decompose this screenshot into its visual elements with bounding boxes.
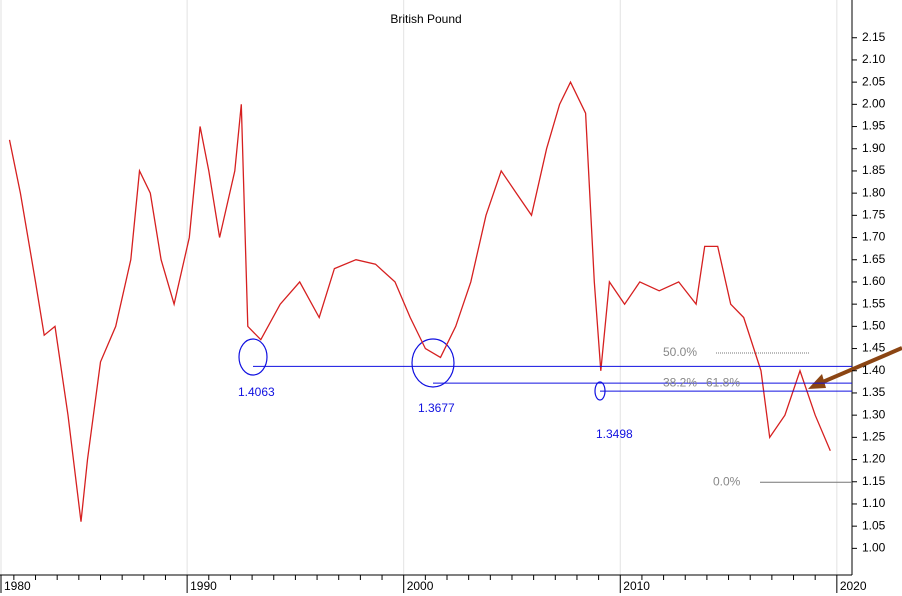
y-tick-label: 1.80 bbox=[862, 185, 886, 199]
y-tick-label: 1.20 bbox=[862, 452, 886, 466]
y-tick-label: 1.35 bbox=[862, 385, 886, 399]
highlight-circle bbox=[411, 338, 455, 388]
x-tick-label: 1980 bbox=[4, 579, 31, 593]
x-tick-label: 1990 bbox=[190, 579, 217, 593]
x-tick-label: 2000 bbox=[407, 579, 434, 593]
x-tick-label: 2020 bbox=[840, 579, 867, 593]
y-tick-label: 1.95 bbox=[862, 119, 886, 133]
chart-title: British Pound bbox=[390, 12, 461, 26]
fib-label: 0.0% bbox=[713, 474, 741, 488]
y-tick-label: 1.05 bbox=[862, 518, 886, 532]
y-tick-label: 1.10 bbox=[862, 496, 886, 510]
y-tick-label: 2.15 bbox=[862, 30, 886, 44]
level-label: 1.4063 bbox=[238, 385, 275, 399]
arrow-head bbox=[808, 374, 826, 389]
fib-label: 50.0% bbox=[663, 345, 697, 359]
fib-label: 61.8% bbox=[706, 375, 740, 389]
y-tick-label: 1.25 bbox=[862, 430, 886, 444]
y-tick-label: 1.50 bbox=[862, 319, 886, 333]
y-tick-label: 1.90 bbox=[862, 141, 886, 155]
fib-label: 38.2% bbox=[663, 375, 697, 389]
price-line bbox=[8, 80, 831, 522]
y-tick-label: 1.40 bbox=[862, 363, 886, 377]
y-tick-label: 1.15 bbox=[862, 474, 886, 488]
level-label: 1.3498 bbox=[596, 427, 633, 441]
arrow-shaft bbox=[817, 346, 902, 386]
plot-area bbox=[0, 0, 852, 575]
y-tick-label: 1.60 bbox=[862, 274, 886, 288]
y-tick-label: 1.70 bbox=[862, 230, 886, 244]
y-tick-label: 2.00 bbox=[862, 97, 886, 111]
x-tick-label: 2010 bbox=[623, 579, 650, 593]
y-tick-label: 1.85 bbox=[862, 163, 886, 177]
y-tick-label: 2.05 bbox=[862, 74, 886, 88]
y-tick-label: 1.55 bbox=[862, 296, 886, 310]
y-tick-label: 1.65 bbox=[862, 252, 886, 266]
y-tick-label: 2.10 bbox=[862, 52, 886, 66]
y-tick-label: 1.00 bbox=[862, 541, 886, 555]
highlight-circle bbox=[238, 338, 268, 376]
y-tick-label: 1.75 bbox=[862, 208, 886, 222]
level-label: 1.3677 bbox=[418, 401, 455, 415]
y-tick-label: 1.30 bbox=[862, 407, 886, 421]
y-tick-label: 1.45 bbox=[862, 341, 886, 355]
